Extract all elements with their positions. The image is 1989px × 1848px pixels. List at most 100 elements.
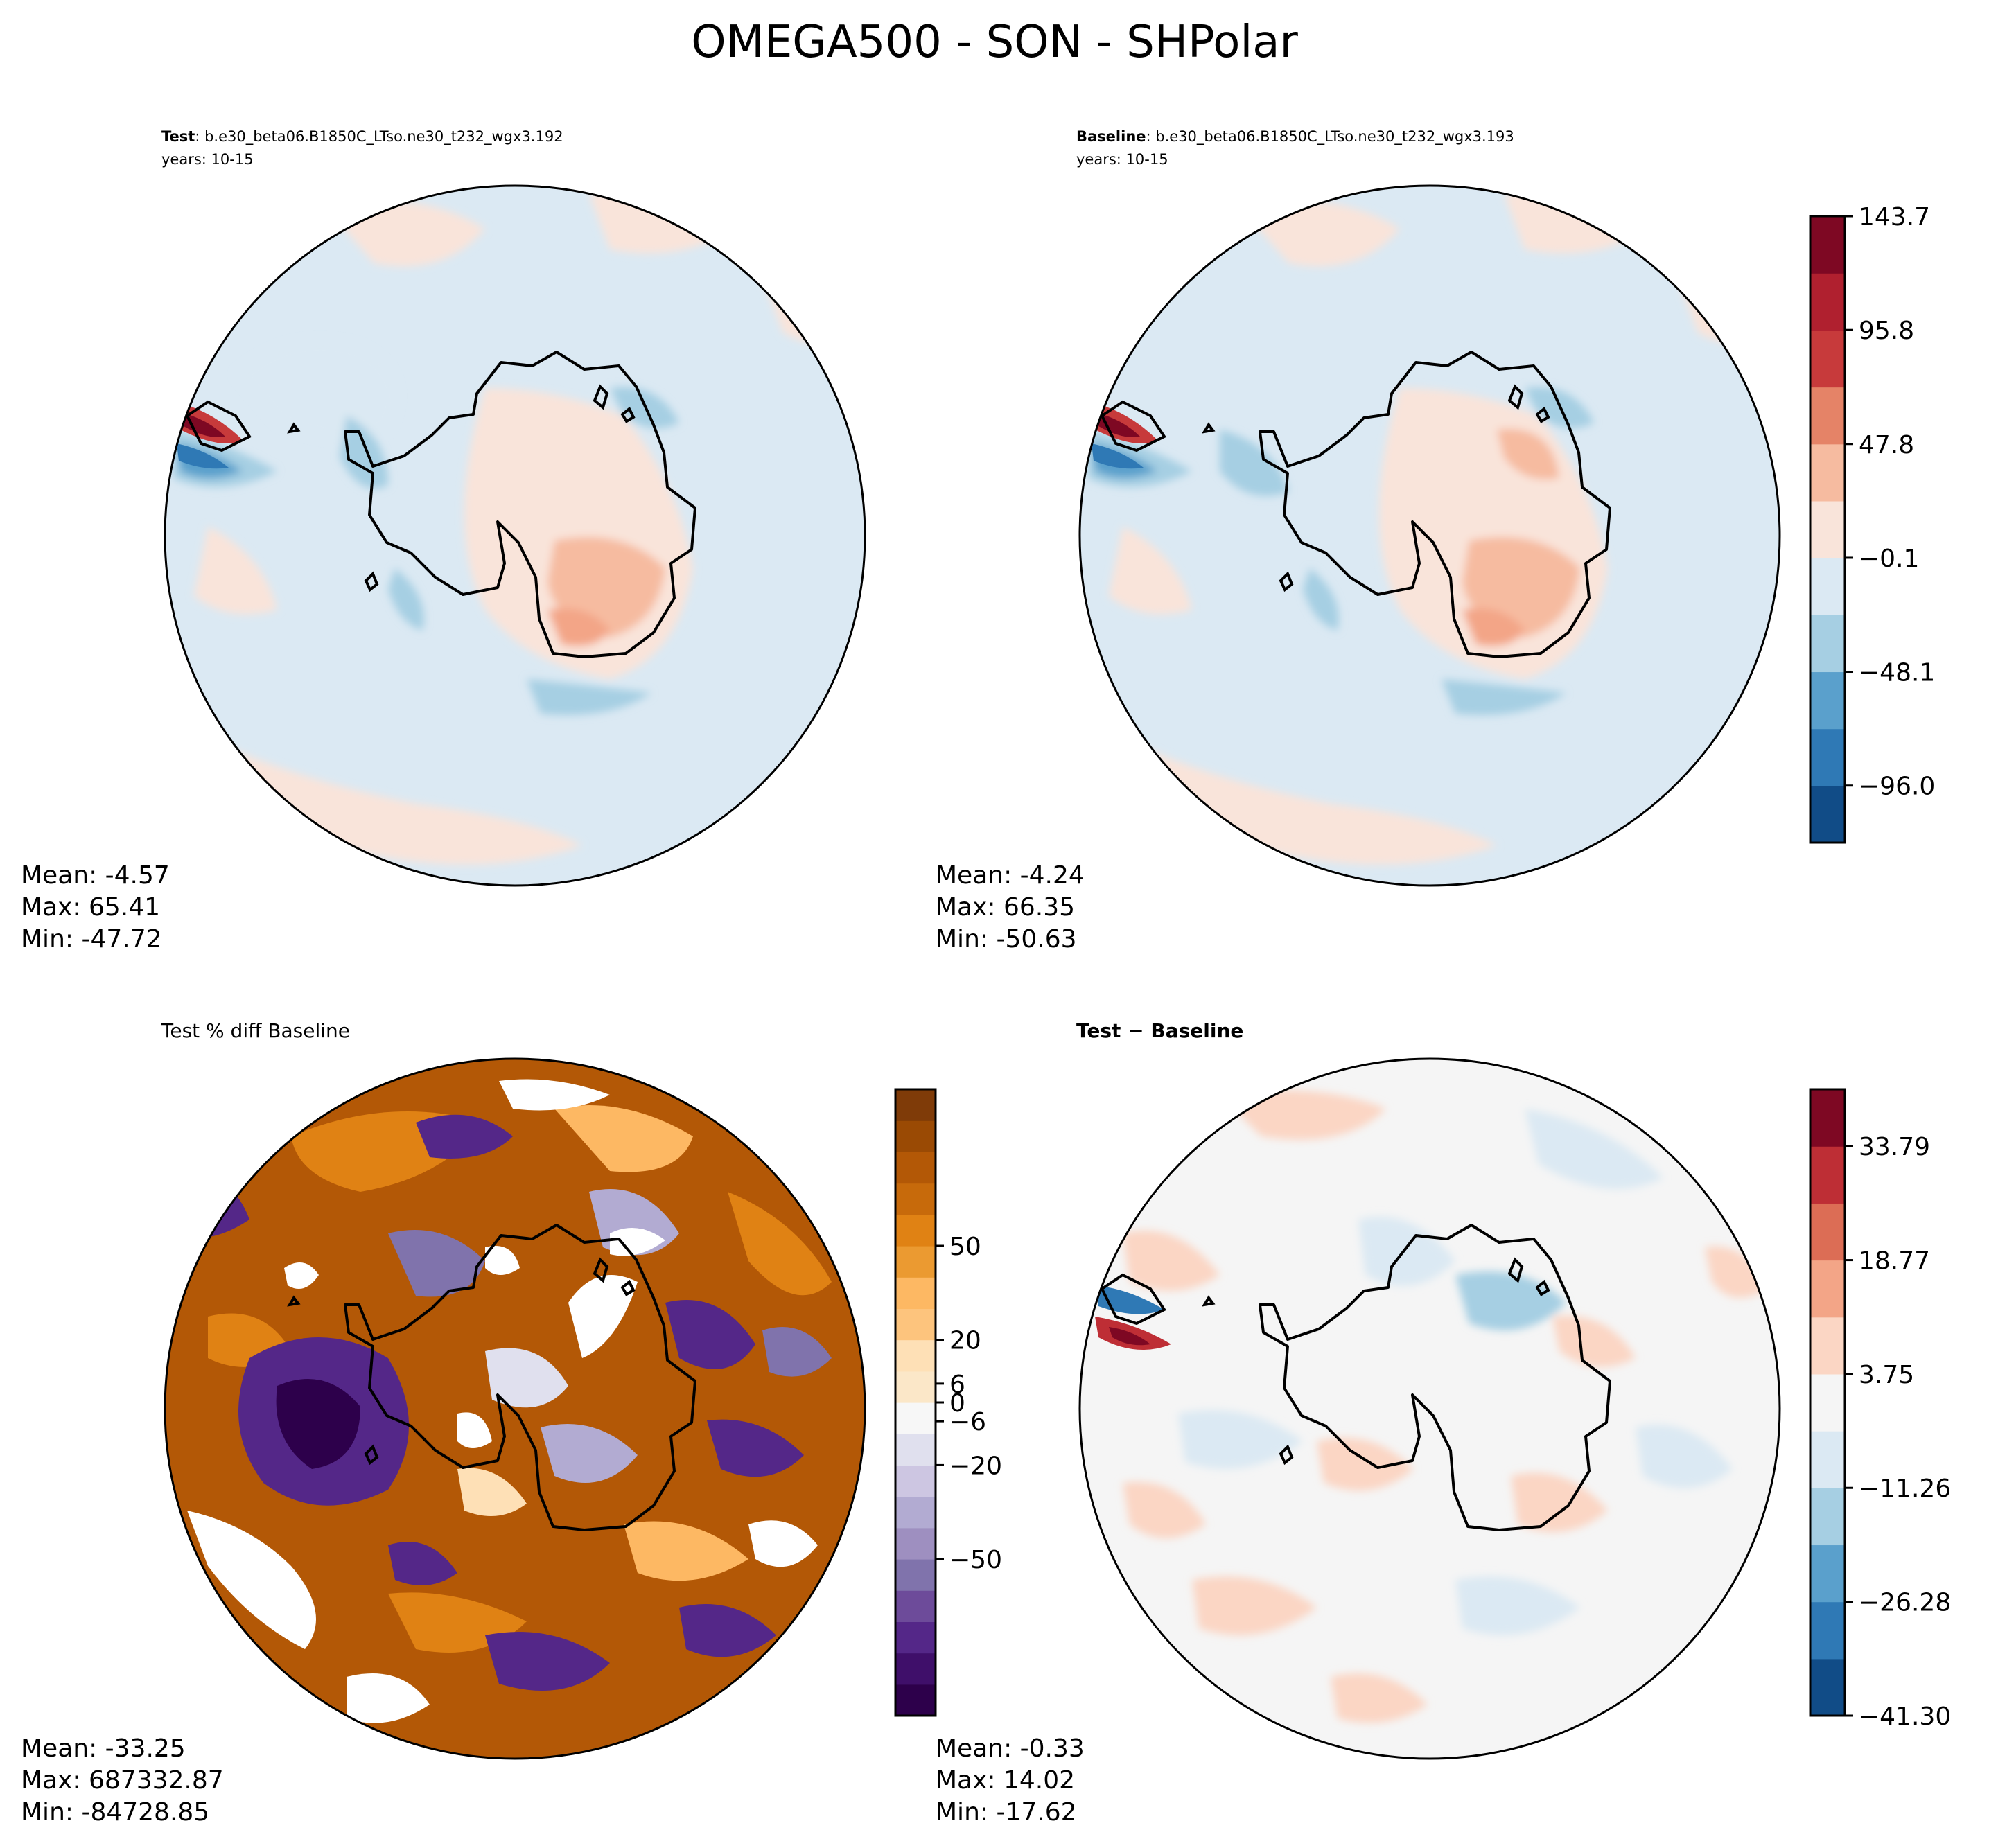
pctdiff-mean: Mean: -33.25 [21, 1734, 186, 1763]
colorbar-top-level-8 [1810, 330, 1845, 388]
colorbar-pct-level-3 [895, 1590, 936, 1622]
colorbar-top-level-5 [1810, 500, 1845, 558]
baseline-max: Max: 66.35 [936, 893, 1075, 922]
colorbar-test-baseline: 143.7 95.8 47.8 −0.1 −48.1 −96.0 [1809, 203, 1935, 844]
pctdiff-map [165, 1059, 865, 1759]
colorbar-diff: 33.79 18.77 3.75 −11.26 −26.28 −41.30 [1809, 1088, 1951, 1731]
colorbar-diff-level-1 [1810, 1601, 1845, 1660]
colorbar-pct-tick-label-2: 6 [949, 1371, 965, 1399]
test-max: Max: 65.41 [21, 893, 160, 922]
colorbar-pct-level-12 [895, 1308, 936, 1341]
colorbar-top-level-2 [1810, 671, 1845, 730]
colorbar-diff-level-7 [1810, 1260, 1845, 1318]
panel-test: Test: b.e30_beta06.B1850C_LTso.ne30_t232… [21, 128, 866, 953]
colorbar-diff-tick-label-5: −41.30 [1859, 1702, 1951, 1731]
colorbar-diff-level-4 [1810, 1431, 1845, 1488]
colorbar-pct-diff: 50 20 60−6 −20 −50 [894, 1088, 1002, 1717]
svg-text:Test: b.e30_beta06.B1850C_LTso: Test: b.e30_beta06.B1850C_LTso.ne30_t232… [161, 128, 563, 146]
colorbar-diff-level-5 [1810, 1373, 1845, 1432]
colorbar-pct-tick-label-5: −20 [949, 1452, 1002, 1480]
colorbar-top-level-10 [1810, 216, 1845, 274]
colorbar-diff-tick-label-4: −26.28 [1859, 1589, 1951, 1617]
pctdiff-masked-regions [187, 1079, 818, 1723]
baseline-label: Baseline [1076, 128, 1146, 145]
pctdiff-title: Test % diff Baseline [161, 1019, 350, 1042]
colorbar-pct-tick-label-6: −50 [949, 1546, 1002, 1574]
figure-title: OMEGA500 - SON - SHPolar [691, 17, 1298, 68]
colorbar-top-tick-label-1: 95.8 [1859, 317, 1914, 345]
colorbar-top-tick-label-3: −0.1 [1859, 545, 1919, 573]
baseline-years: years: 10-15 [1076, 151, 1168, 168]
panel-diff: Test − Baseline [936, 1019, 1781, 1827]
colorbar-pct-level-14 [895, 1246, 936, 1278]
colorbar-diff-level-3 [1810, 1488, 1845, 1546]
colorbar-top-level-7 [1810, 387, 1845, 445]
colorbar-diff-level-9 [1810, 1146, 1845, 1204]
test-map [165, 186, 865, 886]
colorbar-top-frame [1809, 215, 1846, 844]
colorbar-top-tick-label-0: 143.7 [1859, 203, 1930, 231]
colorbar-pct-level-13 [895, 1277, 936, 1309]
baseline-map [1080, 186, 1780, 886]
diff-map-background [1080, 1059, 1780, 1759]
colorbar-top-level-3 [1810, 615, 1845, 673]
colorbar-diff-tick-label-2: 3.75 [1859, 1361, 1914, 1389]
colorbar-top-tick-label-4: −48.1 [1859, 659, 1935, 687]
colorbar-top-tick-label-2: 47.8 [1859, 431, 1914, 459]
colorbar-diff-level-6 [1810, 1317, 1845, 1375]
colorbar-pct-tick-label-3: 0 [949, 1389, 965, 1418]
colorbar-diff-tick-label-1: 18.77 [1859, 1247, 1930, 1276]
colorbar-pct-level-16 [895, 1183, 936, 1215]
colorbar-diff-tick-label-3: −11.26 [1859, 1475, 1951, 1503]
colorbar-pct-level-15 [895, 1214, 936, 1247]
colorbar-diff-level-2 [1810, 1545, 1845, 1603]
test-years: years: 10-15 [161, 151, 254, 168]
colorbar-top-tick-label-5: −96.0 [1859, 773, 1935, 801]
colorbar-diff-level-0 [1810, 1658, 1845, 1716]
diff-max: Max: 14.02 [936, 1766, 1075, 1795]
diff-map [1080, 1059, 1780, 1759]
diff-title: Test − Baseline [1076, 1019, 1243, 1042]
test-min: Min: -47.72 [21, 925, 162, 953]
colorbar-pct-level-7 [895, 1465, 936, 1497]
colorbar-top-level-0 [1810, 785, 1845, 843]
colorbar-pct-level-0 [895, 1684, 936, 1716]
colorbar-top-level-1 [1810, 728, 1845, 786]
colorbar-pct-level-5 [895, 1527, 936, 1560]
colorbar-pct-tick-label-1: 20 [949, 1327, 981, 1355]
colorbar-pct-level-6 [895, 1496, 936, 1529]
colorbar-pct-level-17 [895, 1152, 936, 1184]
pctdiff-min: Min: -84728.85 [21, 1798, 209, 1827]
colorbar-pct-tick-label-4: −6 [949, 1408, 986, 1436]
pctdiff-max: Max: 687332.87 [21, 1766, 224, 1795]
colorbar-pct-level-18 [895, 1120, 936, 1152]
baseline-case-name: : b.e30_beta06.B1850C_LTso.ne30_t232_wgx… [1146, 128, 1514, 146]
colorbar-pct-level-11 [895, 1339, 936, 1372]
colorbar-diff-tick-label-0: 33.79 [1859, 1133, 1930, 1161]
baseline-mean: Mean: -4.24 [936, 861, 1085, 890]
colorbar-pct-level-9 [895, 1402, 936, 1434]
colorbar-top-level-4 [1810, 558, 1845, 615]
baseline-min: Min: -50.63 [936, 925, 1077, 953]
colorbar-pct-level-8 [895, 1434, 936, 1466]
colorbar-top-level-6 [1810, 443, 1845, 502]
colorbar-diff-level-8 [1810, 1203, 1845, 1261]
diff-min: Min: -17.62 [936, 1798, 1077, 1827]
colorbar-diff-level-10 [1810, 1089, 1845, 1147]
test-label: Test [161, 128, 195, 145]
diff-mean: Mean: -0.33 [936, 1734, 1085, 1763]
colorbar-pct-level-2 [895, 1621, 936, 1654]
colorbar-pct-level-10 [895, 1371, 936, 1403]
colorbar-pct-level-19 [895, 1089, 936, 1121]
colorbar-diff-frame [1809, 1088, 1846, 1717]
panel-pct-diff: Test % diff Baseline [21, 1019, 866, 1827]
colorbar-pct-level-1 [895, 1653, 936, 1685]
colorbar-pct-level-4 [895, 1559, 936, 1591]
colorbar-top-level-9 [1810, 273, 1845, 331]
panel-baseline: Baseline: b.e30_beta06.B1850C_LTso.ne30_… [936, 128, 1781, 953]
test-mean: Mean: -4.57 [21, 861, 170, 890]
test-case-name: : b.e30_beta06.B1850C_LTso.ne30_t232_wgx… [195, 128, 563, 146]
colorbar-pct-tick-label-0: 50 [949, 1233, 981, 1261]
svg-text:Baseline: b.e30_beta06.B1850C_: Baseline: b.e30_beta06.B1850C_LTso.ne30_… [1076, 128, 1514, 146]
